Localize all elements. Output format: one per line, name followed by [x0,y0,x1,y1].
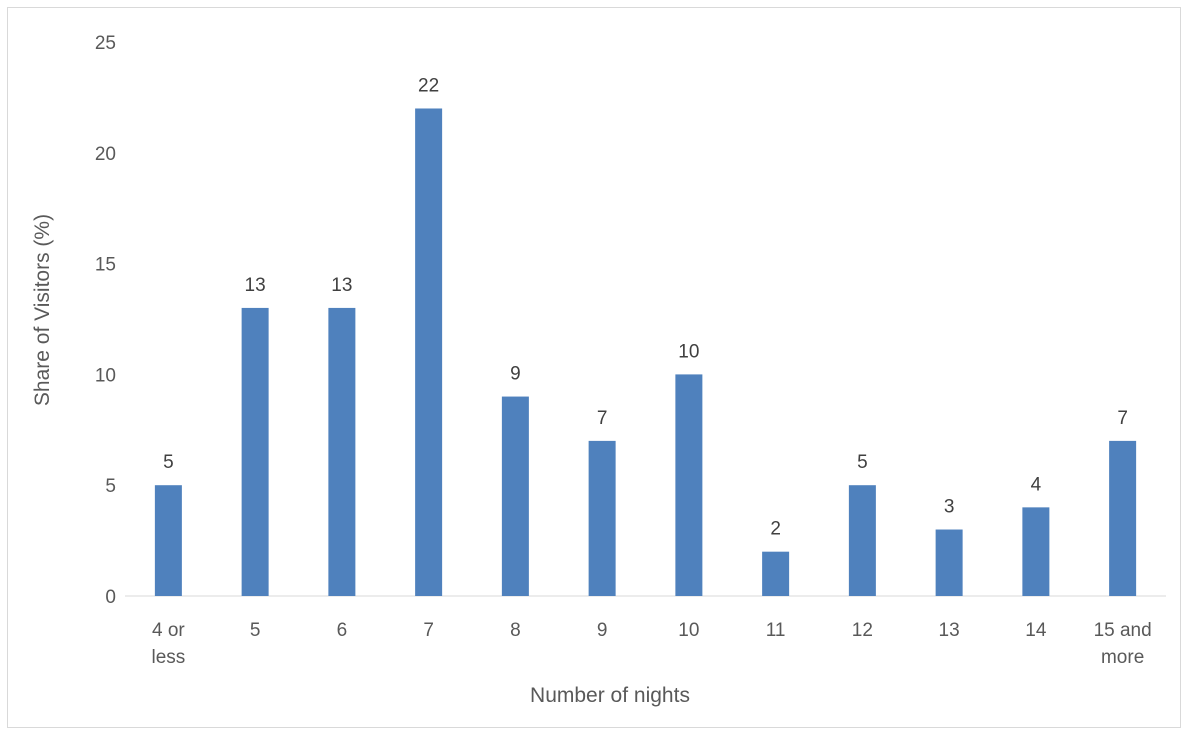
bar [1022,507,1050,596]
y-tick-label: 25 [95,33,116,54]
bar [935,529,963,596]
x-tick-label: 9 [597,620,608,641]
y-axis-title: Share of Visitors (%) [31,214,54,406]
y-axis-ticks: 0 5 10 15 20 25 [95,33,116,608]
bar [501,396,529,596]
x-tick-label: 8 [510,620,521,641]
x-tick-label: 4 or less [151,620,185,668]
x-tick-label: 11 [766,620,786,641]
x-tick-label: 13 [939,620,960,641]
data-label: 13 [331,275,352,296]
data-label: 10 [678,341,699,362]
y-tick-label: 20 [95,144,116,165]
data-label: 5 [163,452,174,473]
bar [415,108,443,596]
data-label: 7 [597,408,608,429]
data-label: 2 [770,519,781,540]
data-label: 13 [245,275,266,296]
bar [848,485,876,596]
data-label: 4 [1031,474,1042,495]
x-tick-label: 10 [678,620,699,641]
y-tick-label: 0 [105,587,116,608]
data-label: 3 [944,497,955,518]
data-label: 5 [857,452,868,473]
x-tick-label: 12 [852,620,873,641]
bar [154,485,182,596]
bar [588,440,616,596]
data-label: 22 [418,75,439,96]
data-labels: 5 13 13 22 9 7 10 2 5 3 4 7 [163,75,1128,539]
bar [675,374,703,596]
x-tick-label: 15 and more [1094,620,1152,668]
bar [328,307,356,596]
y-tick-label: 10 [95,365,116,386]
x-tick-label: 7 [423,620,434,641]
x-tick-label: 14 [1025,620,1047,641]
bar [1109,440,1137,596]
bars [154,108,1137,596]
x-axis-ticks: 4 or less 5 6 7 8 9 10 11 12 13 14 15 and more [151,620,1151,668]
x-tick-label: 6 [337,620,348,641]
bar [762,551,790,596]
x-tick-label: 5 [250,620,261,641]
bar [241,307,269,596]
data-label: 7 [1117,408,1128,429]
y-tick-label: 5 [105,476,116,497]
y-tick-label: 15 [95,255,116,276]
x-axis-title: Number of nights [530,684,690,707]
data-label: 9 [510,364,521,385]
chart-frame [7,7,1181,728]
